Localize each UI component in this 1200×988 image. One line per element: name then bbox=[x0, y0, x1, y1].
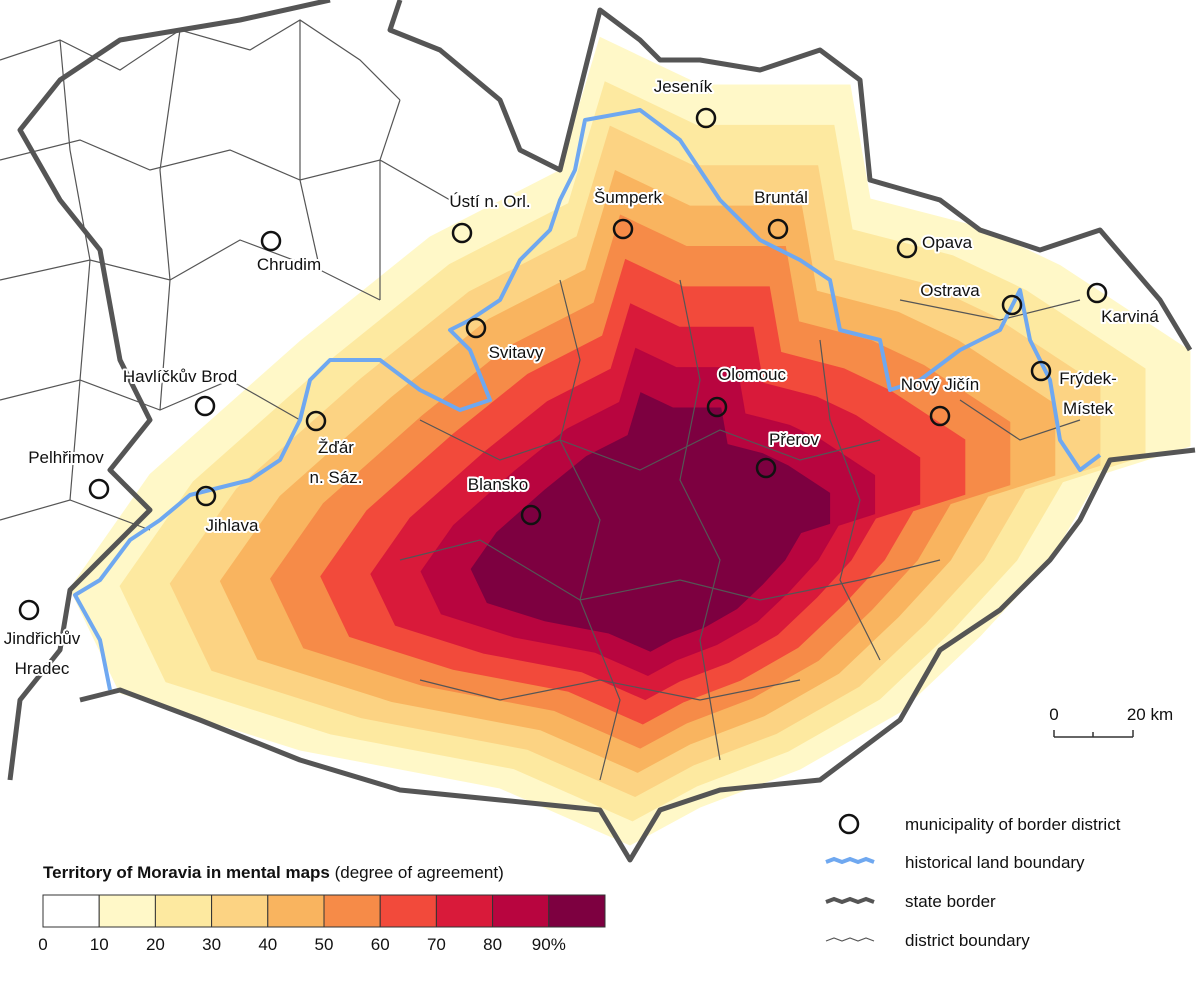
municipality-marker bbox=[896, 237, 918, 259]
municipality-marker bbox=[706, 396, 728, 418]
color-swatch bbox=[42, 894, 100, 928]
legend-subtitle: (degree of agreement) bbox=[335, 863, 504, 882]
color-tick-label: 50 bbox=[315, 935, 334, 954]
municipalities: Jeseník Šumperk Bruntál Ústí n. Orl. Chrudim… bbox=[2, 75, 1162, 680]
municipality-marker bbox=[520, 504, 542, 526]
color-swatch bbox=[154, 894, 213, 928]
municipality-label: Přerov bbox=[769, 430, 820, 449]
municipality-marker bbox=[767, 218, 789, 240]
municipality-label: Jeseník bbox=[654, 77, 713, 96]
color-tick-label: 70 bbox=[427, 935, 446, 954]
agreement-zone bbox=[470, 392, 831, 652]
municipality-label: Bruntál bbox=[754, 188, 808, 207]
municipality-marker bbox=[1086, 282, 1108, 304]
color-tick-label: 30 bbox=[202, 935, 221, 954]
legend-item: historical land boundary bbox=[905, 853, 1085, 872]
municipality-label: Ostrava bbox=[920, 281, 980, 300]
color-swatch bbox=[379, 894, 437, 928]
municipality-marker bbox=[260, 230, 282, 252]
legend-title: Territory of Moravia in mental maps (deg… bbox=[43, 863, 504, 882]
municipality-label: Šumperk bbox=[594, 188, 663, 207]
municipality-marker bbox=[194, 395, 216, 417]
color-tick-label: 90% bbox=[532, 935, 566, 954]
municipality-label: Havlíčkův Brod bbox=[123, 367, 237, 386]
municipality-label: Místek bbox=[1063, 399, 1114, 418]
state-border bbox=[7, 0, 1196, 863]
municipality-marker bbox=[195, 485, 217, 507]
municipality-label: Pelhřimov bbox=[28, 448, 104, 467]
color-swatch bbox=[98, 894, 156, 928]
municipality-marker bbox=[305, 410, 327, 432]
municipality-label: Karviná bbox=[1101, 307, 1159, 326]
municipality-label: Opava bbox=[922, 233, 973, 252]
legend-item: state border bbox=[905, 892, 996, 911]
symbol-legend: municipality of border district historic… bbox=[825, 813, 1121, 950]
scale-start: 0 bbox=[1049, 705, 1058, 724]
agreement-zones bbox=[69, 36, 1191, 846]
municipality-label: Olomouc bbox=[718, 365, 787, 384]
municipality-label: Jindřichův bbox=[4, 629, 81, 648]
municipality-marker bbox=[929, 405, 951, 427]
legend-item: district boundary bbox=[905, 931, 1030, 950]
municipality-marker bbox=[695, 107, 717, 129]
color-swatch bbox=[323, 894, 381, 928]
municipality-label: Žďár bbox=[318, 438, 354, 457]
municipality-label: Frýdek- bbox=[1059, 369, 1117, 388]
color-tick-label: 0 bbox=[38, 935, 47, 954]
legend-title-main: Territory of Moravia in mental maps bbox=[43, 863, 330, 882]
municipality-label: Hradec bbox=[15, 659, 70, 678]
municipality-label: Blansko bbox=[468, 475, 528, 494]
color-swatch bbox=[267, 894, 325, 928]
scale-end: 20 km bbox=[1127, 705, 1173, 724]
municipality-marker bbox=[755, 457, 777, 479]
municipality-label: Chrudim bbox=[257, 255, 321, 274]
municipality-marker bbox=[18, 599, 40, 621]
municipality-label: Jihlava bbox=[206, 516, 259, 535]
scale-bar: 0 20 km bbox=[1049, 705, 1173, 738]
municipality-marker bbox=[1001, 294, 1023, 316]
district-boundaries bbox=[0, 19, 1081, 781]
color-tick-label: 10 bbox=[90, 935, 109, 954]
historical-land-boundary bbox=[73, 108, 1102, 691]
color-tick-label: 20 bbox=[146, 935, 165, 954]
legend-item: municipality of border district bbox=[905, 815, 1121, 834]
municipality-marker bbox=[451, 222, 473, 244]
legend-state bbox=[825, 896, 875, 905]
municipality-label: n. Sáz. bbox=[310, 468, 363, 487]
color-tick-label: 80 bbox=[483, 935, 502, 954]
legend-historical bbox=[825, 856, 875, 865]
municipality-marker bbox=[465, 317, 487, 339]
municipality-label: Svitavy bbox=[489, 343, 544, 362]
color-tick-label: 60 bbox=[371, 935, 390, 954]
municipality-marker bbox=[1030, 360, 1052, 382]
color-swatch bbox=[435, 894, 494, 928]
color-tick-label: 40 bbox=[258, 935, 277, 954]
color-swatch bbox=[548, 894, 606, 928]
municipality-marker bbox=[612, 218, 634, 240]
legend-district bbox=[825, 937, 875, 942]
municipality-label: Ústí n. Orl. bbox=[449, 192, 530, 211]
legend-marker bbox=[838, 813, 860, 835]
color-swatch bbox=[492, 894, 550, 928]
color-legend: Territory of Moravia in mental maps (deg… bbox=[0, 850, 610, 988]
color-swatch bbox=[211, 894, 269, 928]
municipality-label: Nový Jičín bbox=[901, 375, 979, 394]
municipality-marker bbox=[88, 478, 110, 500]
